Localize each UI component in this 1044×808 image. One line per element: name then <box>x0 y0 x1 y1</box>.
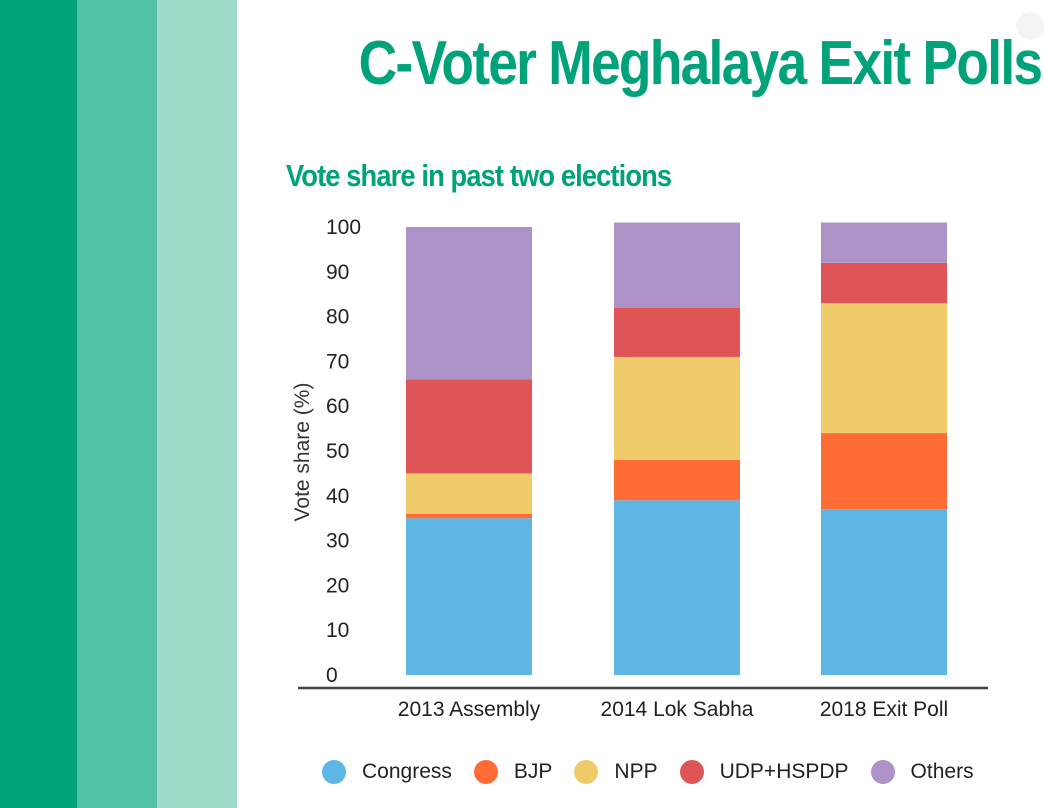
bar-segment-npp-2018-exit-poll <box>821 303 947 434</box>
y-tick-label-30: 30 <box>326 530 349 553</box>
y-tick-label-60: 60 <box>326 395 349 418</box>
bar-segment-npp-2014-lok-sabha <box>614 356 740 460</box>
bar-segment-udp-hspdp-2013-assembly <box>406 379 532 474</box>
bar-segment-bjp-2018-exit-poll <box>821 433 947 510</box>
y-tick-label-80: 80 <box>326 306 349 329</box>
legend-item-congress: Congress <box>322 760 452 784</box>
y-tick-label-20: 20 <box>326 574 349 597</box>
bar-segment-npp-2013-assembly <box>406 473 532 514</box>
y-tick-label-100: 100 <box>326 216 361 239</box>
x-category-label-2018-exit-poll: 2018 Exit Poll <box>820 698 948 721</box>
legend-swatch-udp-hspdp <box>679 760 704 784</box>
y-tick-label-90: 90 <box>326 261 349 284</box>
bar-segment-congress-2014-lok-sabha <box>614 500 740 675</box>
bar-segment-bjp-2013-assembly <box>406 513 532 519</box>
chart-legend: Congress BJP NPP UDP+HSPDP Others <box>322 760 996 784</box>
legend-label-bjp: BJP <box>513 760 553 783</box>
decorative-stripe-medium <box>77 0 157 808</box>
x-category-label-2013-assembly: 2013 Assembly <box>398 698 541 721</box>
legend-label-udp-hspdp: UDP+HSPDP <box>719 760 849 783</box>
y-tick-label-70: 70 <box>326 350 349 373</box>
legend-swatch-congress <box>322 760 346 784</box>
decorative-stripe-light <box>157 0 237 808</box>
y-tick-label-50: 50 <box>326 440 349 463</box>
x-category-label-2014-lok-sabha: 2014 Lok Sabha <box>601 698 754 721</box>
legend-swatch-npp <box>574 760 599 784</box>
legend-label-others: Others <box>910 760 974 783</box>
decorative-stripe-dark <box>0 0 77 808</box>
y-tick-label-40: 40 <box>326 485 349 508</box>
y-tick-label-0: 0 <box>326 664 338 687</box>
bar-segment-others-2018-exit-poll <box>821 222 947 263</box>
bar-segment-congress-2018-exit-poll <box>821 509 947 675</box>
bar-segment-others-2013-assembly <box>406 227 532 380</box>
legend-item-bjp: BJP <box>473 760 553 784</box>
legend-item-npp: NPP <box>574 760 658 784</box>
y-axis-label: Vote share (%) <box>291 383 314 522</box>
legend-label-npp: NPP <box>614 760 658 783</box>
bar-segment-udp-hspdp-2018-exit-poll <box>821 262 947 304</box>
legend-swatch-others <box>870 760 895 784</box>
bar-segment-others-2014-lok-sabha <box>614 222 740 308</box>
corner-dot <box>1016 12 1044 40</box>
legend-item-udp-hspdp: UDP+HSPDP <box>679 760 849 784</box>
chart-title: Vote share in past two elections <box>286 158 672 193</box>
legend-swatch-bjp <box>473 760 498 784</box>
bar-segment-congress-2013-assembly <box>406 518 532 675</box>
bar-segment-bjp-2014-lok-sabha <box>614 459 740 501</box>
page-title: C-Voter Meghalaya Exit Polls <box>358 29 1043 98</box>
y-tick-label-10: 10 <box>326 619 349 642</box>
legend-item-others: Others <box>870 760 974 784</box>
legend-label-congress: Congress <box>362 760 452 783</box>
bar-segment-udp-hspdp-2014-lok-sabha <box>614 307 740 357</box>
